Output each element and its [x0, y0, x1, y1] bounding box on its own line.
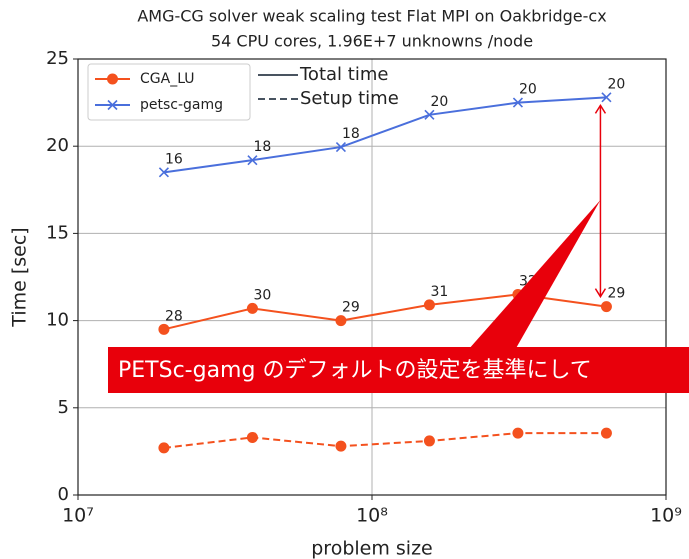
marker [246, 302, 258, 314]
x-axis-label: problem size [311, 538, 433, 559]
chart-title: AMG-CG solver weak scaling test Flat MPI… [137, 7, 606, 26]
marker [600, 427, 612, 439]
point-label: 20 [519, 82, 537, 98]
marker [423, 299, 435, 311]
y-tick-label: 15 [46, 222, 69, 243]
marker [158, 167, 169, 178]
y-tick-label: 5 [58, 397, 69, 418]
marker [335, 440, 347, 452]
x-tick-label: 10⁹ [650, 505, 682, 527]
annotation-box [108, 347, 689, 393]
marker [601, 92, 612, 103]
y-tick-label: 25 [46, 48, 69, 69]
marker [512, 427, 524, 439]
point-label: 16 [165, 151, 183, 167]
line-style-label: Total time [299, 64, 388, 85]
x-tick-label: 10⁷ [62, 505, 94, 527]
point-label: 29 [342, 300, 360, 316]
legend-label: CGA_LU [140, 71, 195, 87]
series-line [163, 432, 607, 449]
marker [512, 97, 524, 108]
arrow-head [594, 288, 607, 299]
marker [600, 301, 612, 313]
y-tick-label: 0 [58, 484, 69, 505]
point-label: 29 [608, 286, 626, 302]
point-label: 20 [608, 76, 626, 92]
chart-subtitle: 54 CPU cores, 1.96E+7 unknowns /node [211, 32, 533, 51]
marker [335, 315, 347, 327]
line-style-label: Setup time [300, 88, 399, 109]
marker [424, 109, 435, 120]
y-tick-label: 10 [46, 310, 69, 331]
point-label: 18 [254, 139, 272, 155]
point-label: 20 [431, 94, 449, 110]
y-axis-label: Time [sec] [9, 227, 31, 327]
legend-marker [107, 99, 118, 111]
callout-wedge [468, 200, 601, 350]
legend-label: petsc-gamg [140, 97, 223, 113]
series-line [163, 96, 607, 174]
point-label: 31 [431, 284, 449, 300]
legend-marker [107, 73, 118, 85]
marker [158, 323, 170, 335]
marker [423, 435, 435, 447]
point-label: 28 [165, 308, 183, 324]
x-tick-label: 10⁸ [356, 505, 388, 527]
point-label: 18 [342, 126, 360, 142]
point-label: 30 [254, 287, 272, 303]
annotation-text: PETSc-gamg のデフォルトの設定を基準にして [118, 358, 592, 383]
y-tick-label: 20 [46, 135, 69, 156]
marker [335, 142, 346, 153]
marker [158, 442, 170, 454]
arrow-head [594, 103, 607, 114]
marker [247, 155, 258, 166]
plot-area [77, 58, 667, 496]
marker [246, 431, 258, 443]
